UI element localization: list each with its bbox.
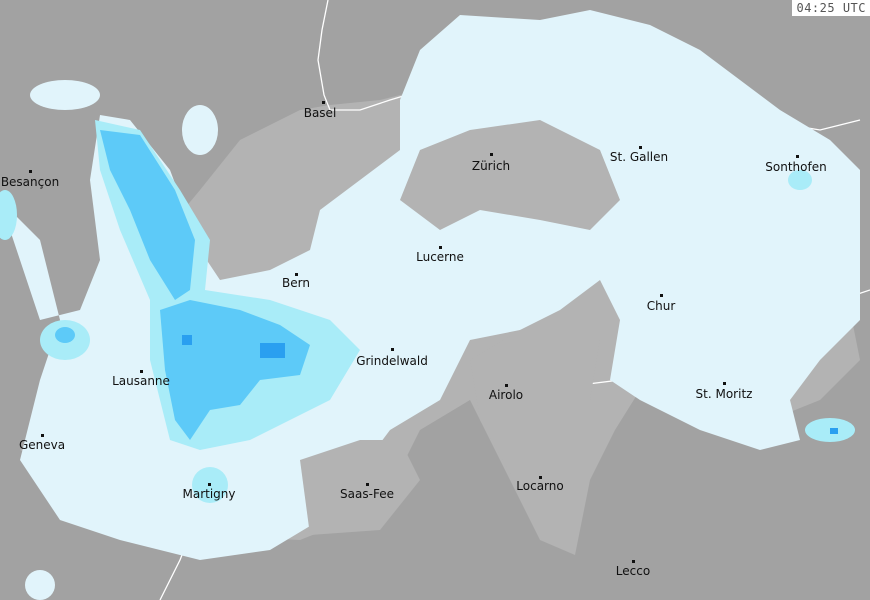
city-label-airolo: Airolo [488, 388, 524, 402]
city-dot [140, 370, 143, 373]
city-label-bern: Bern [282, 276, 310, 290]
city-dot [796, 155, 799, 158]
city-label-zurich: Zürich [471, 159, 511, 173]
city-dot [391, 348, 394, 351]
precipitation-heavy [55, 130, 310, 440]
city-dot [439, 246, 442, 249]
city-dot [505, 384, 508, 387]
city-label-geneva: Geneva [18, 438, 66, 452]
city-label-chur: Chur [646, 299, 676, 313]
precipitation-very-heavy [182, 335, 838, 434]
city-label-lecco: Lecco [615, 564, 651, 578]
city-dot [29, 170, 32, 173]
city-dot [539, 476, 542, 479]
city-dot [632, 560, 635, 563]
city-dot [490, 153, 493, 156]
city-label-lucerne: Lucerne [416, 250, 464, 264]
city-dot [639, 146, 642, 149]
holes [300, 120, 620, 535]
city-label-saas-fee: Saas-Fee [340, 487, 394, 501]
city-label-lausanne: Lausanne [112, 374, 170, 388]
city-dot [208, 483, 211, 486]
city-dot [660, 294, 663, 297]
city-label-st-gallen: St. Gallen [609, 150, 669, 164]
city-dot [295, 273, 298, 276]
timestamp-label: 04:25 UTC [792, 0, 870, 16]
city-label-besancon: Besançon [0, 175, 60, 189]
city-dot [41, 434, 44, 437]
city-label-grindelwald: Grindelwald [356, 354, 428, 368]
city-label-sonthofen: Sonthofen [765, 160, 827, 174]
city-dot [366, 483, 369, 486]
city-label-martigny: Martigny [182, 487, 236, 501]
city-dot [723, 382, 726, 385]
city-dot [322, 101, 325, 104]
city-label-locarno: Locarno [516, 479, 564, 493]
city-label-basel: Basel [303, 106, 337, 120]
city-label-st-moritz: St. Moritz [695, 387, 753, 401]
